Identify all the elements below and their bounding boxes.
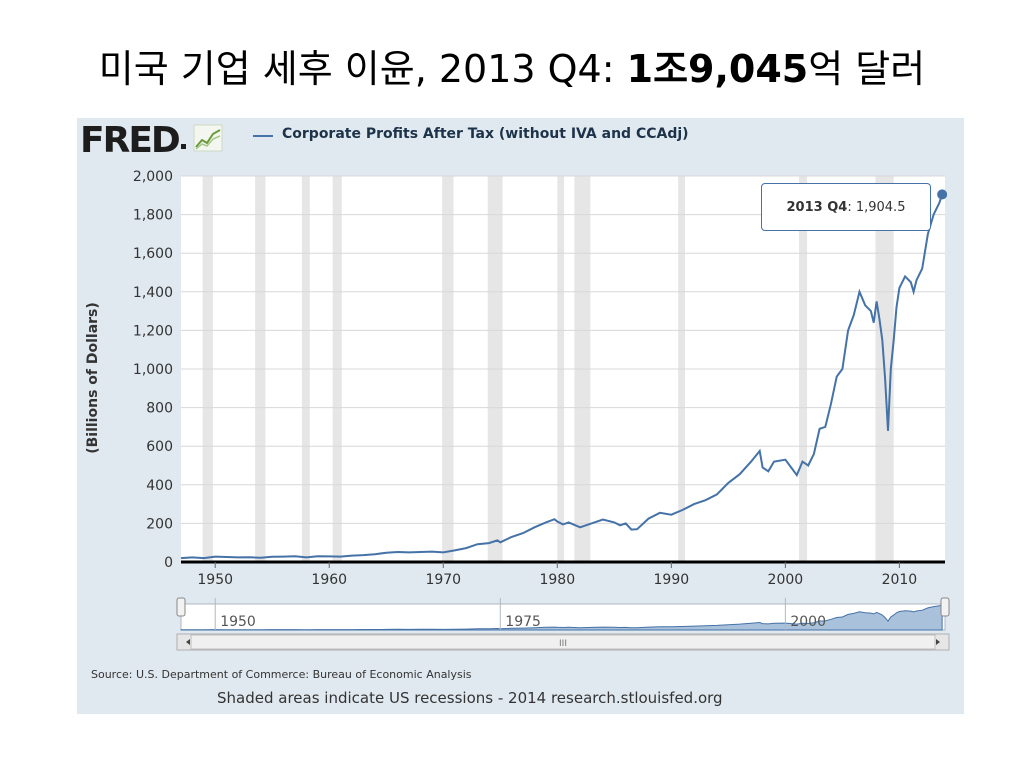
source-note: Source: U.S. Department of Commerce: Bur… — [91, 668, 472, 681]
y-tick-label: 1,600 — [133, 246, 173, 262]
chart-svg: 0 200 400 600 800 1,000 1,200 1,400 1,600 1,800 2,… — [85, 169, 950, 651]
graph-icon — [193, 124, 223, 152]
x-tick-label: 1960 — [311, 572, 347, 588]
navigator-handle[interactable] — [940, 597, 950, 617]
legend-swatch — [253, 135, 273, 137]
y-tick-label: 1,400 — [133, 285, 173, 301]
series-line — [180, 194, 944, 560]
y-tick-label: 200 — [146, 516, 173, 532]
tooltip-value: : 1,904.5 — [847, 199, 906, 215]
fred-chart-panel: FRED Corporate Profits After Tax (withou… — [77, 118, 964, 714]
y-tick-label: 0 — [164, 555, 173, 571]
navigator-area — [180, 604, 943, 631]
y-tick-label: 1,200 — [133, 323, 173, 339]
scrollbar-grip: III — [559, 639, 567, 649]
tooltip-label: 2013 Q4 — [786, 199, 848, 215]
legend-label: Corporate Profits After Tax (without IVA… — [282, 126, 689, 142]
last-data-point[interactable] — [937, 189, 948, 200]
y-tick-label: 400 — [146, 478, 173, 494]
slide-title-bold: 1조9,045 — [626, 47, 809, 91]
navigator-label: 1975 — [505, 614, 541, 630]
fred-logo: FRED — [80, 120, 181, 161]
scrollbar-thumb[interactable] — [190, 634, 936, 650]
x-tick-label: 1950 — [197, 572, 233, 588]
y-tick-label: 600 — [146, 439, 173, 455]
x-axis-ticks: 1950 1960 1970 1980 1990 2000 2010 — [197, 562, 917, 588]
x-tick-label: 1980 — [539, 572, 575, 588]
navigator-label: 1950 — [220, 614, 256, 630]
fred-logo-dot — [181, 144, 186, 149]
y-axis-label: (Billions of Dollars) — [85, 302, 101, 454]
scroll-right-arrow-icon[interactable] — [936, 639, 940, 645]
x-tick-label: 2000 — [768, 572, 804, 588]
y-tick-label: 2,000 — [133, 169, 173, 185]
slide-title-prefix: 미국 기업 세후 이윤, 2013 Q4: — [98, 47, 627, 91]
y-tick-label: 800 — [146, 401, 173, 417]
navigator[interactable]: 1950 1975 2000 III — [176, 597, 950, 651]
slide-title-suffix: 억 달러 — [808, 47, 926, 91]
navigator-label: 2000 — [790, 614, 826, 630]
x-tick-label: 1970 — [425, 572, 461, 588]
y-axis-ticks: 0 200 400 600 800 1,000 1,200 1,400 1,600 1,800 2,… — [133, 169, 173, 571]
data-tooltip: 2013 Q4: 1,904.5 — [761, 183, 931, 231]
x-tick-label: 1990 — [654, 572, 690, 588]
y-tick-label: 1,000 — [133, 362, 173, 378]
slide-title: 미국 기업 세후 이윤, 2013 Q4: 1조9,045억 달러 — [0, 38, 1024, 93]
series-layer — [180, 189, 948, 560]
y-tick-label: 1,800 — [133, 208, 173, 224]
recession-note: Shaded areas indicate US recessions - 20… — [217, 689, 723, 707]
scroll-left-arrow-icon[interactable] — [186, 639, 190, 645]
x-tick-label: 2010 — [882, 572, 918, 588]
navigator-handle[interactable] — [176, 597, 186, 617]
